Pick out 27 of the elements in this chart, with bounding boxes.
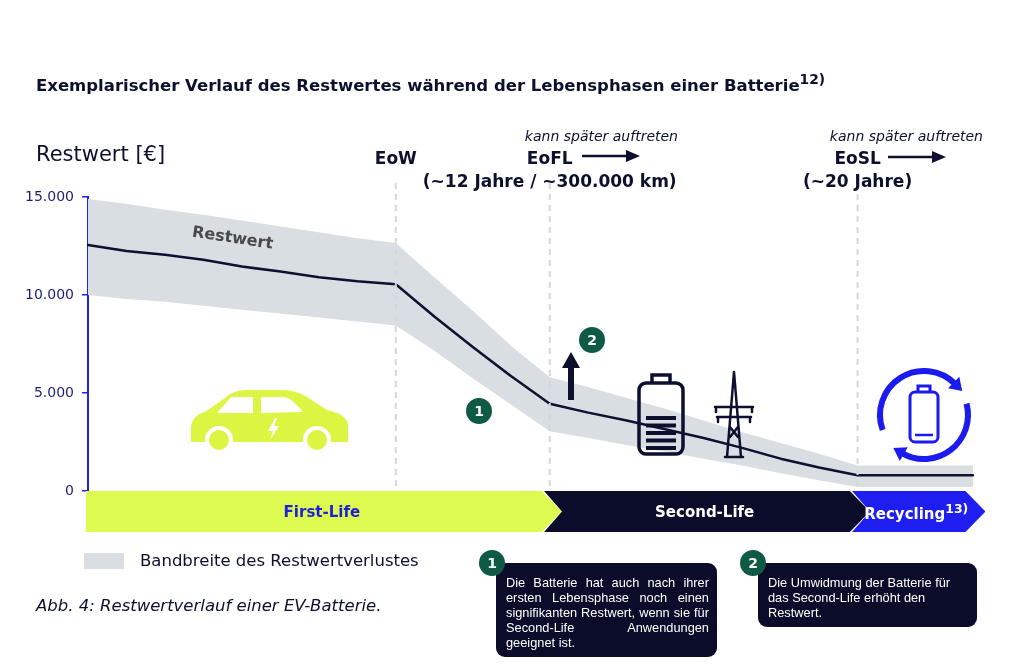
text: Recycling$^{13)}$ <box>864 500 969 523</box>
text: First-Life <box>283 502 361 521</box>
legend-label: Bandbreite des Restwertverlustes <box>140 551 419 570</box>
number-badge: 1 <box>479 550 505 576</box>
text: EoSL <box>834 148 881 168</box>
text: EoFL <box>526 148 573 168</box>
text: (~12 Jahre / ~300.000 km) <box>422 171 677 191</box>
text: kann später auftreten <box>524 128 678 144</box>
y-tick-label: 10.000 <box>25 285 74 302</box>
annotation: 1 <box>474 403 484 419</box>
number-badge: 1 <box>466 398 492 424</box>
y-tick-label: 15.000 <box>25 187 74 204</box>
text: EoW <box>374 148 417 168</box>
number-badge: 2 <box>579 327 605 353</box>
text: kann später auftreten <box>829 128 983 144</box>
annotation: 2 <box>587 332 597 348</box>
number-badge: 2 <box>740 550 766 576</box>
y-tick-label: 5.000 <box>33 383 74 400</box>
text: (~20 Jahre) <box>802 171 913 191</box>
note-box: Die Umwidmung der Batterie für das Second-Life erhöht den Restwert. <box>758 563 977 627</box>
chart-title: Exemplarischer Verlauf des Restwertes während der Lebensphasen einer Batterie$^{12)}$ <box>36 71 826 95</box>
text: Restwert <box>191 221 275 253</box>
y-tick-label: 0 <box>65 481 74 498</box>
note-box: Die Batterie hat auch nach ihrer ersten Lebensphase noch einen signifikanten Restwert, wenn sie für Second-Life Anwendungen geeignet ist. <box>496 563 717 657</box>
y-axis-title: Restwert [€] <box>36 142 166 166</box>
caption: Abb. 4: Restwertverlauf einer EV-Batterie. <box>36 596 382 615</box>
text: Second-Life <box>655 502 755 521</box>
